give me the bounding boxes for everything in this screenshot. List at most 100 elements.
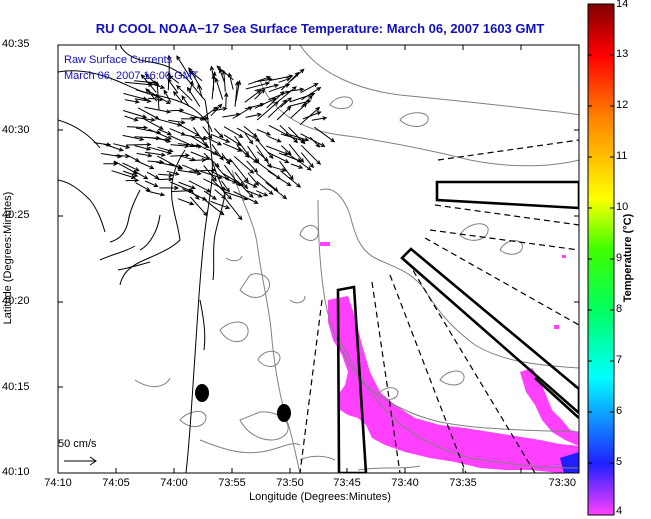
current-vector-arrow — [158, 128, 172, 136]
current-vector-arrow — [280, 71, 300, 91]
current-vector-arrow — [280, 170, 302, 188]
ytick-label: 40:10 — [2, 466, 30, 478]
current-vector-arrow — [254, 88, 266, 100]
current-vector-arrow — [144, 73, 157, 85]
current-vector-arrow — [290, 102, 308, 119]
current-vector-arrow — [146, 171, 160, 179]
xtick-label: 73:45 — [333, 477, 361, 489]
current-vector-arrow — [170, 153, 191, 158]
current-vector-arrow — [189, 189, 200, 201]
current-vector-arrow — [156, 137, 172, 143]
current-vector-arrow — [210, 133, 231, 143]
colorbar-tick-label: 4 — [616, 505, 623, 517]
current-vector-arrow — [166, 170, 180, 176]
current-vector-arrow — [190, 196, 208, 217]
current-vector-arrow — [244, 102, 265, 110]
current-vector-arrow — [177, 169, 202, 176]
current-vector-arrow — [244, 89, 262, 103]
current-vector-arrow — [222, 142, 243, 152]
current-vector-arrow — [279, 160, 294, 181]
current-vector-arrow — [181, 133, 208, 141]
colorbar — [587, 3, 615, 516]
current-vector-arrow — [103, 161, 119, 166]
current-vector-arrow — [167, 78, 179, 94]
current-vector-arrow — [227, 72, 234, 90]
current-vector-arrow — [202, 126, 213, 140]
current-vector-arrow — [146, 81, 166, 89]
current-vector-arrow — [201, 197, 225, 216]
xtick-label: 73:50 — [276, 477, 304, 489]
current-vector-arrow — [203, 190, 217, 200]
xtick-label: 74:05 — [102, 477, 130, 489]
current-vector-arrow — [244, 133, 254, 145]
current-vector-arrow — [247, 154, 258, 164]
current-vector-arrow — [168, 163, 184, 170]
current-vector-arrow — [176, 55, 193, 81]
current-vector-arrow — [256, 180, 274, 196]
current-vector-arrow — [159, 185, 180, 191]
current-vector-arrow — [234, 135, 250, 157]
colorbar-tick-label: 13 — [616, 48, 629, 60]
current-vector-arrow — [123, 92, 148, 101]
current-vector-arrow — [122, 134, 145, 142]
current-vector-arrow — [232, 161, 249, 183]
current-vector-arrow — [203, 178, 227, 191]
current-vector-arrow — [148, 128, 173, 140]
current-vector-arrow — [309, 136, 321, 148]
current-vector-arrow — [176, 85, 193, 102]
current-vector-arrow — [279, 124, 299, 144]
current-vector-arrow — [135, 117, 156, 122]
current-vector-arrow — [289, 134, 310, 142]
current-vector-arrow — [122, 110, 148, 119]
current-vector-arrow — [256, 101, 279, 121]
current-vector-arrow — [233, 156, 255, 174]
scale-arrow — [64, 456, 97, 466]
current-vector-arrow — [197, 83, 203, 98]
current-vector-arrow — [189, 168, 217, 173]
xtick-label: 74:00 — [160, 477, 188, 489]
current-vector-arrow — [302, 111, 322, 120]
current-vector-arrow — [218, 68, 225, 83]
current-vector-arrow — [311, 116, 328, 121]
current-vector-arrow — [276, 86, 297, 103]
current-vector-arrow — [300, 152, 314, 169]
current-vector-arrow — [299, 106, 321, 125]
xtick-label: 73:55 — [218, 477, 246, 489]
current-vector-arrow — [168, 119, 186, 125]
current-vector-arrow — [214, 77, 224, 100]
current-vector-arrow — [221, 153, 231, 166]
current-vector-arrow — [254, 83, 280, 92]
colorbar-tick-label: 11 — [616, 150, 628, 162]
current-vector-arrow — [270, 74, 294, 81]
colorbar-ticks — [588, 54, 614, 464]
current-vector-arrow — [144, 118, 164, 130]
colorbar-tick-label: 14 — [616, 0, 629, 10]
current-vector-arrow — [300, 144, 322, 166]
current-vector-arrow — [288, 153, 312, 171]
y-axis-label: Latitude (Degrees:Minutes) — [2, 191, 14, 325]
current-vector-arrow — [214, 163, 230, 182]
current-vector-arrow — [189, 157, 207, 163]
current-vector-arrow — [255, 77, 273, 83]
current-vector-arrow — [314, 126, 336, 143]
ytick-label: 40:15 — [2, 381, 30, 393]
current-vector-arrow — [232, 106, 253, 119]
current-vector-arrow — [133, 170, 149, 180]
current-vector-arrow — [234, 171, 249, 190]
ytick-label: 40:30 — [2, 124, 30, 136]
current-vector-arrow — [222, 112, 242, 118]
current-vector-arrow — [213, 128, 224, 139]
current-vector-arrow — [155, 81, 160, 111]
xtick-label: 73:35 — [449, 477, 477, 489]
current-vector-arrow — [177, 198, 195, 206]
current-vector-arrow — [103, 143, 124, 152]
axis-ticks — [58, 45, 579, 473]
colorbar-tick-label: 9 — [616, 252, 623, 264]
current-vector-arrow — [144, 151, 167, 157]
current-vector-arrow — [210, 103, 223, 117]
x-axis-label: Longitude (Degrees:Minutes) — [249, 491, 391, 503]
current-vector-arrow — [146, 190, 166, 197]
current-vector-arrow — [243, 125, 258, 138]
current-vector-arrow — [210, 200, 231, 210]
current-vector-arrow — [245, 112, 262, 118]
